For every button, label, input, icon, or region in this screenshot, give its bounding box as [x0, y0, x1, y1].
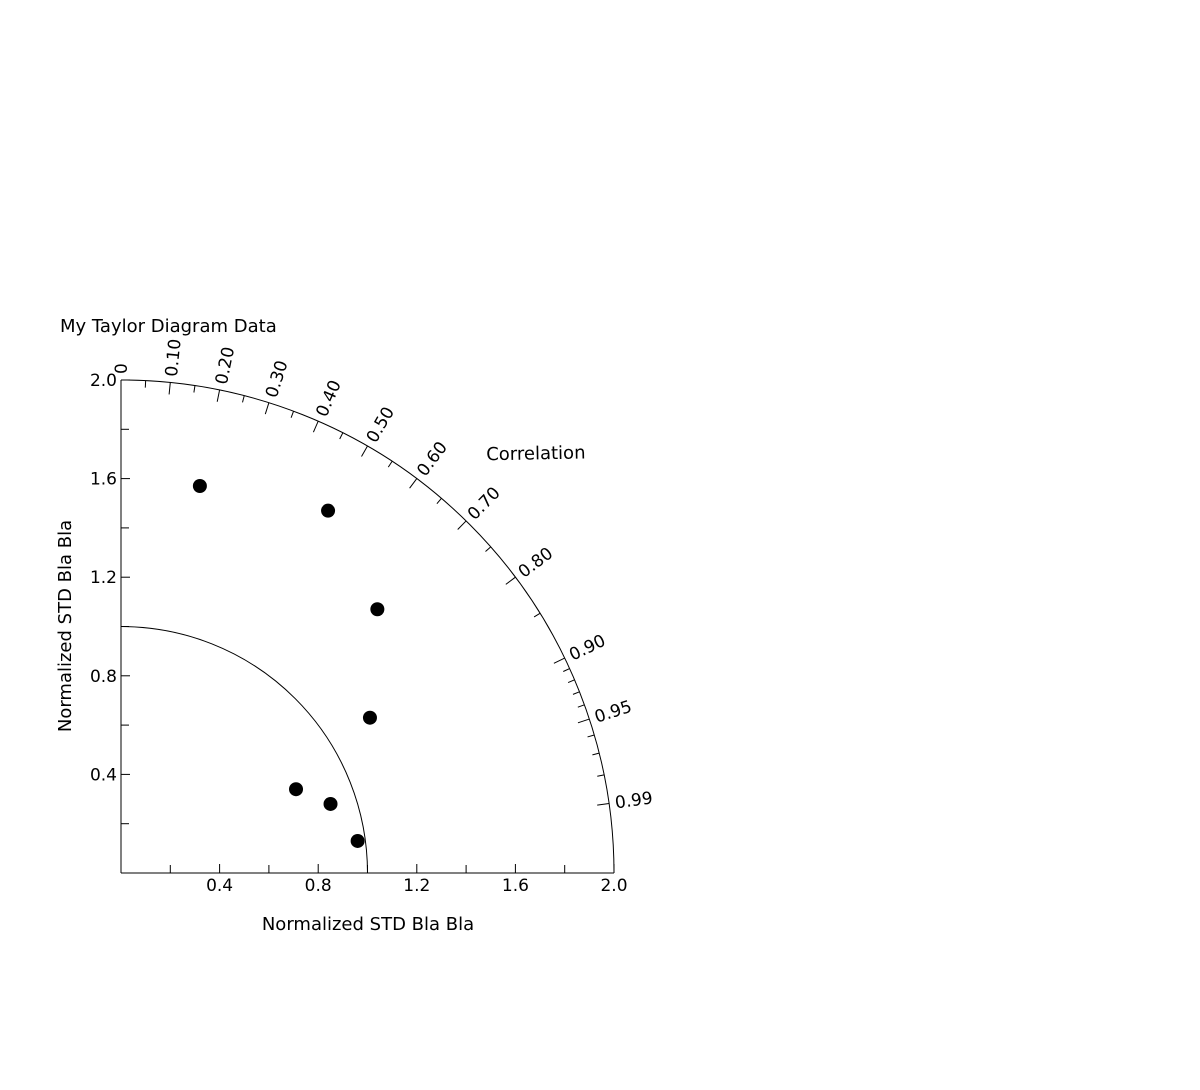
- correlation-tick-label: 0.95: [592, 697, 634, 728]
- correlation-minor-tick: [290, 411, 295, 418]
- data-point: [321, 503, 336, 518]
- data-point: [323, 796, 338, 811]
- correlation-tick-label: 0.10: [162, 338, 186, 378]
- correlation-minor-tick: [339, 432, 344, 440]
- correlation-minor-tick: [587, 734, 595, 738]
- x-tick-label: 1.2: [403, 876, 430, 896]
- data-points: [192, 478, 385, 848]
- correlation-minor-tick: [597, 774, 605, 777]
- correlation-axis-title: Correlation: [486, 442, 586, 465]
- y-tick-label: 0.8: [90, 667, 117, 687]
- correlation-tick: [264, 402, 270, 415]
- y-axis-title: Normalized STD Bla Bla: [55, 520, 76, 732]
- correlation-ticks: 0 0.10 0.20 0.30 0.40 0.50 0.60 0.70 0.80 0.90 0.9…: [112, 338, 654, 814]
- correlation-tick: [577, 718, 590, 724]
- correlation-tick-label: 0.90: [566, 631, 609, 666]
- reference-std-arc: [120, 626, 368, 874]
- correlation-tick-label: 0.99: [614, 788, 654, 813]
- data-point: [362, 710, 377, 725]
- correlation-tick-label: 0: [112, 363, 132, 374]
- y-tick-label: 0.4: [90, 765, 117, 785]
- correlation-tick: [505, 576, 516, 585]
- x-tick-label: 0.4: [206, 876, 233, 896]
- data-point: [350, 833, 365, 848]
- y-tick-label: 1.2: [90, 568, 117, 588]
- correlation-minor-tick: [193, 385, 196, 393]
- data-point: [370, 602, 385, 617]
- correlation-minor-tick: [436, 498, 442, 504]
- x-axis-title: Normalized STD Bla Bla: [262, 914, 474, 935]
- correlation-tick-label: 0.80: [515, 544, 557, 583]
- correlation-tick-label: 0.50: [363, 404, 399, 447]
- data-point: [289, 782, 304, 797]
- correlation-tick-label: 0.30: [262, 358, 292, 400]
- correlation-tick-label: 0.20: [212, 345, 239, 386]
- y-tick-label: 1.6: [90, 470, 117, 490]
- x-tick-label: 1.6: [502, 876, 529, 896]
- correlation-tick: [597, 802, 610, 806]
- correlation-tick: [216, 389, 221, 402]
- correlation-minor-tick: [577, 704, 585, 708]
- correlation-minor-tick: [563, 668, 570, 672]
- correlation-minor-tick: [387, 460, 393, 468]
- correlation-tick: [409, 478, 418, 489]
- correlation-minor-tick: [567, 679, 575, 683]
- correlation-tick-label: 0.60: [413, 438, 452, 480]
- correlation-tick: [361, 445, 368, 457]
- correlation-tick: [312, 420, 319, 433]
- correlation-minor-tick: [592, 752, 600, 756]
- x-tick-label: 0.8: [305, 876, 332, 896]
- correlation-minor-tick: [533, 612, 541, 618]
- ticks: 0.4 0.8 1.2 1.6 2.0 0.4 0.8 1.2 1.6 2.0: [90, 371, 628, 896]
- y-tick-label: 2.0: [90, 371, 117, 391]
- correlation-tick: [168, 382, 171, 395]
- chart-title: My Taylor Diagram Data: [60, 316, 277, 337]
- correlation-tick: [457, 520, 467, 530]
- x-tick-label: 2.0: [600, 876, 627, 896]
- outer-arc: [120, 379, 615, 874]
- correlation-tick-label: 0.70: [464, 483, 505, 524]
- correlation-tick-label: 0.40: [312, 377, 345, 420]
- correlation-tick: [553, 657, 565, 664]
- correlation-minor-tick: [242, 395, 245, 403]
- correlation-minor-tick: [572, 691, 580, 695]
- data-point: [192, 478, 207, 493]
- correlation-minor-tick: [485, 546, 492, 552]
